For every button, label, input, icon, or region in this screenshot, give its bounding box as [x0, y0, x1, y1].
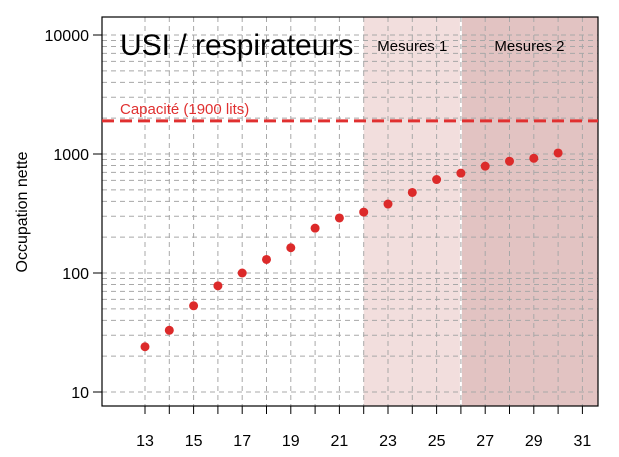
y-axis-label: Occupation nette [14, 151, 31, 272]
capacity-line: Capacité (1900 lits) [102, 101, 598, 123]
data-point [334, 213, 344, 223]
data-point [164, 325, 174, 335]
data-point [140, 342, 150, 352]
data-point [456, 168, 466, 178]
data-point [286, 243, 296, 253]
chart-labels: USI / respirateurs Occupation nette Mesu… [14, 29, 564, 272]
chart-title: USI / respirateurs [120, 29, 353, 62]
plot-frame [101, 16, 599, 407]
data-point [262, 254, 271, 264]
data-point [359, 207, 369, 217]
data-point [310, 223, 320, 233]
x-tick-label: 13 [136, 433, 154, 450]
grid [102, 17, 598, 406]
data-points [140, 148, 563, 352]
data-point [432, 175, 442, 185]
region-label-2: Mesures 2 [494, 38, 564, 55]
y-tick-label: 10 [71, 385, 89, 402]
region-2 [460, 17, 598, 406]
data-point [553, 148, 563, 158]
data-point [480, 161, 490, 171]
x-tick-label: 31 [574, 433, 592, 450]
x-tick-label: 23 [379, 433, 397, 450]
region-label-1: Mesures 1 [377, 38, 447, 55]
y-tick-label: 100 [62, 266, 89, 283]
data-point [213, 281, 223, 291]
data-point [383, 199, 393, 209]
y-tick-label: 1000 [53, 147, 89, 164]
x-tick-label: 29 [525, 433, 543, 450]
data-point [529, 153, 539, 163]
x-tick-label: 27 [476, 433, 494, 450]
capacity-label: Capacité (1900 lits) [120, 101, 249, 118]
data-point [237, 268, 247, 278]
data-point [189, 301, 199, 311]
data-point [505, 156, 514, 166]
data-point [407, 187, 417, 197]
y-tick-label: 10000 [45, 28, 90, 45]
x-tick-label: 15 [185, 433, 203, 450]
x-tick-label: 17 [233, 433, 251, 450]
x-tick-label: 19 [282, 433, 300, 450]
x-tick-label: 25 [428, 433, 446, 450]
x-tick-label: 21 [331, 433, 349, 450]
axes: 13 15 17 19 21 23 25 27 29 31 10 100 1000 10000 [45, 16, 599, 450]
shaded-regions [363, 17, 598, 406]
